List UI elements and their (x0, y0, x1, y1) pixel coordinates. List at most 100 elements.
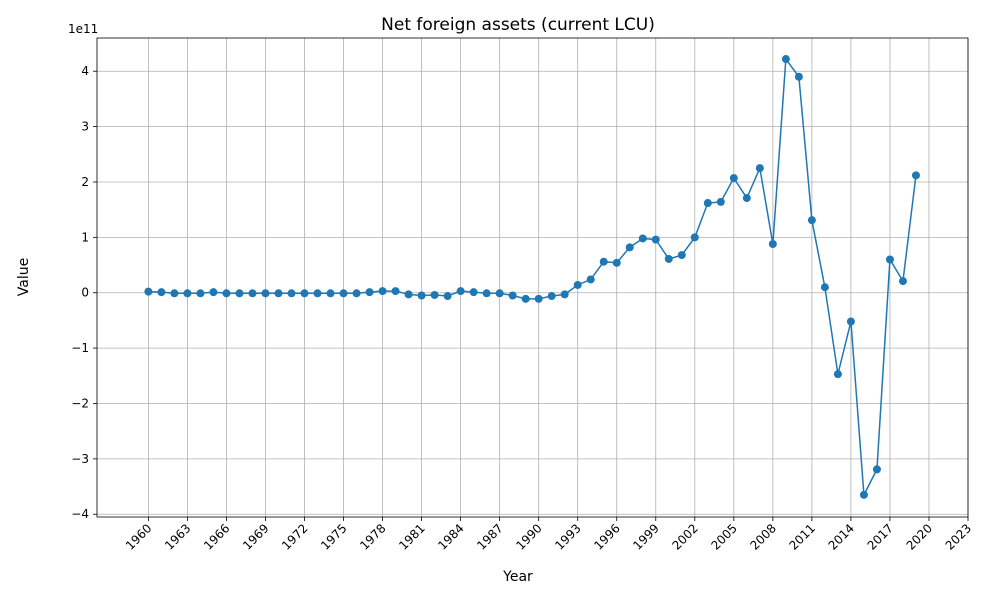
data-point (768, 239, 777, 248)
x-tick-label: 2023 (943, 521, 974, 552)
data-point (820, 283, 829, 292)
data-point (885, 255, 894, 264)
data-point (859, 490, 868, 499)
data-point (482, 289, 491, 298)
data-point (326, 289, 335, 298)
data-point (781, 55, 790, 64)
x-tick-label: 1972 (279, 521, 310, 552)
axes-layer: 1960 1963 1966 1969 1972 1975 1978 1981 1984 1987… (71, 37, 974, 553)
data-point (586, 275, 595, 284)
x-axis-label: Year (502, 569, 533, 585)
x-tick-label: 1984 (435, 521, 466, 552)
data-point (456, 287, 465, 296)
x-tick-label: 2002 (669, 521, 700, 552)
grid-layer (97, 38, 969, 517)
data-point (729, 174, 738, 183)
data-point (417, 291, 426, 300)
data-point (612, 258, 621, 267)
data-point (196, 289, 205, 298)
data-point (443, 292, 452, 301)
data-point (573, 280, 582, 289)
data-point (638, 234, 647, 243)
data-point (521, 294, 530, 303)
y-tick-label: −2 (71, 396, 89, 410)
x-tick-label: 2020 (904, 521, 935, 552)
data-point (495, 289, 504, 298)
x-tick-label: 1975 (318, 521, 349, 552)
y-axis-label: Value (16, 258, 32, 296)
y-tick-label: 4 (81, 64, 89, 78)
data-point (235, 289, 244, 298)
x-tick-label: 2014 (826, 521, 857, 552)
data-point (755, 164, 764, 173)
data-point (664, 254, 673, 263)
series-line (148, 56, 917, 498)
data-point (547, 292, 556, 301)
data-point (703, 199, 712, 208)
data-point (794, 72, 803, 81)
data-point (170, 289, 179, 298)
y-tick-label: 1 (81, 230, 89, 244)
data-point (222, 289, 231, 298)
y-tick-label: −4 (71, 507, 89, 521)
y-tick-label: −1 (71, 341, 89, 355)
data-point (287, 289, 296, 298)
data-point (651, 235, 660, 244)
data-point (625, 243, 634, 252)
data-point (469, 288, 478, 297)
data-point (352, 289, 361, 298)
data-point (898, 277, 907, 286)
data-point (157, 288, 166, 297)
x-tick-label: 2005 (708, 521, 739, 552)
data-point (911, 171, 920, 180)
data-point (677, 251, 686, 260)
y-tick-label: 2 (81, 175, 89, 189)
x-tick-label: 1981 (396, 521, 427, 552)
data-point (690, 233, 699, 242)
x-tick-label: 1963 (162, 521, 193, 552)
data-point (183, 289, 192, 298)
x-tick-label: 2017 (865, 521, 896, 552)
x-tick-label: 1996 (591, 521, 622, 552)
data-point (807, 216, 816, 225)
data-point (365, 288, 374, 297)
data-point (209, 288, 218, 297)
data-point (742, 194, 751, 203)
y-axis-offset-text: 1e11 (68, 22, 98, 36)
data-point (391, 287, 400, 296)
data-point (274, 289, 283, 298)
data-point (248, 289, 257, 298)
data-point (599, 257, 608, 266)
data-point (430, 290, 439, 299)
x-tick-label: 1993 (552, 521, 583, 552)
x-tick-label: 1990 (513, 521, 544, 552)
plot-frame (96, 37, 969, 518)
data-point (534, 294, 543, 303)
x-tick-label: 1966 (201, 521, 232, 552)
data-point (261, 289, 270, 298)
x-tick-label: 1987 (474, 521, 505, 552)
x-tick-label: 2011 (787, 521, 818, 552)
data-point (560, 290, 569, 299)
chart-title: Net foreign assets (current LCU) (381, 15, 655, 35)
x-tick-label: 1969 (240, 521, 271, 552)
data-point (846, 317, 855, 326)
data-point (378, 287, 387, 296)
x-tick-label: 2008 (747, 521, 778, 552)
data-point (508, 291, 517, 300)
data-point (144, 287, 153, 296)
y-tick-label: −3 (71, 452, 89, 466)
y-tick-label: 0 (81, 286, 89, 300)
y-tick-label: 3 (81, 120, 89, 134)
data-point (300, 289, 309, 298)
x-tick-label: 1978 (357, 521, 388, 552)
data-point (833, 370, 842, 379)
series-layer (144, 55, 920, 499)
data-point (313, 289, 322, 298)
x-tick-label: 1960 (123, 521, 154, 552)
data-point (716, 197, 725, 206)
data-point (339, 289, 348, 298)
data-point (404, 290, 413, 299)
